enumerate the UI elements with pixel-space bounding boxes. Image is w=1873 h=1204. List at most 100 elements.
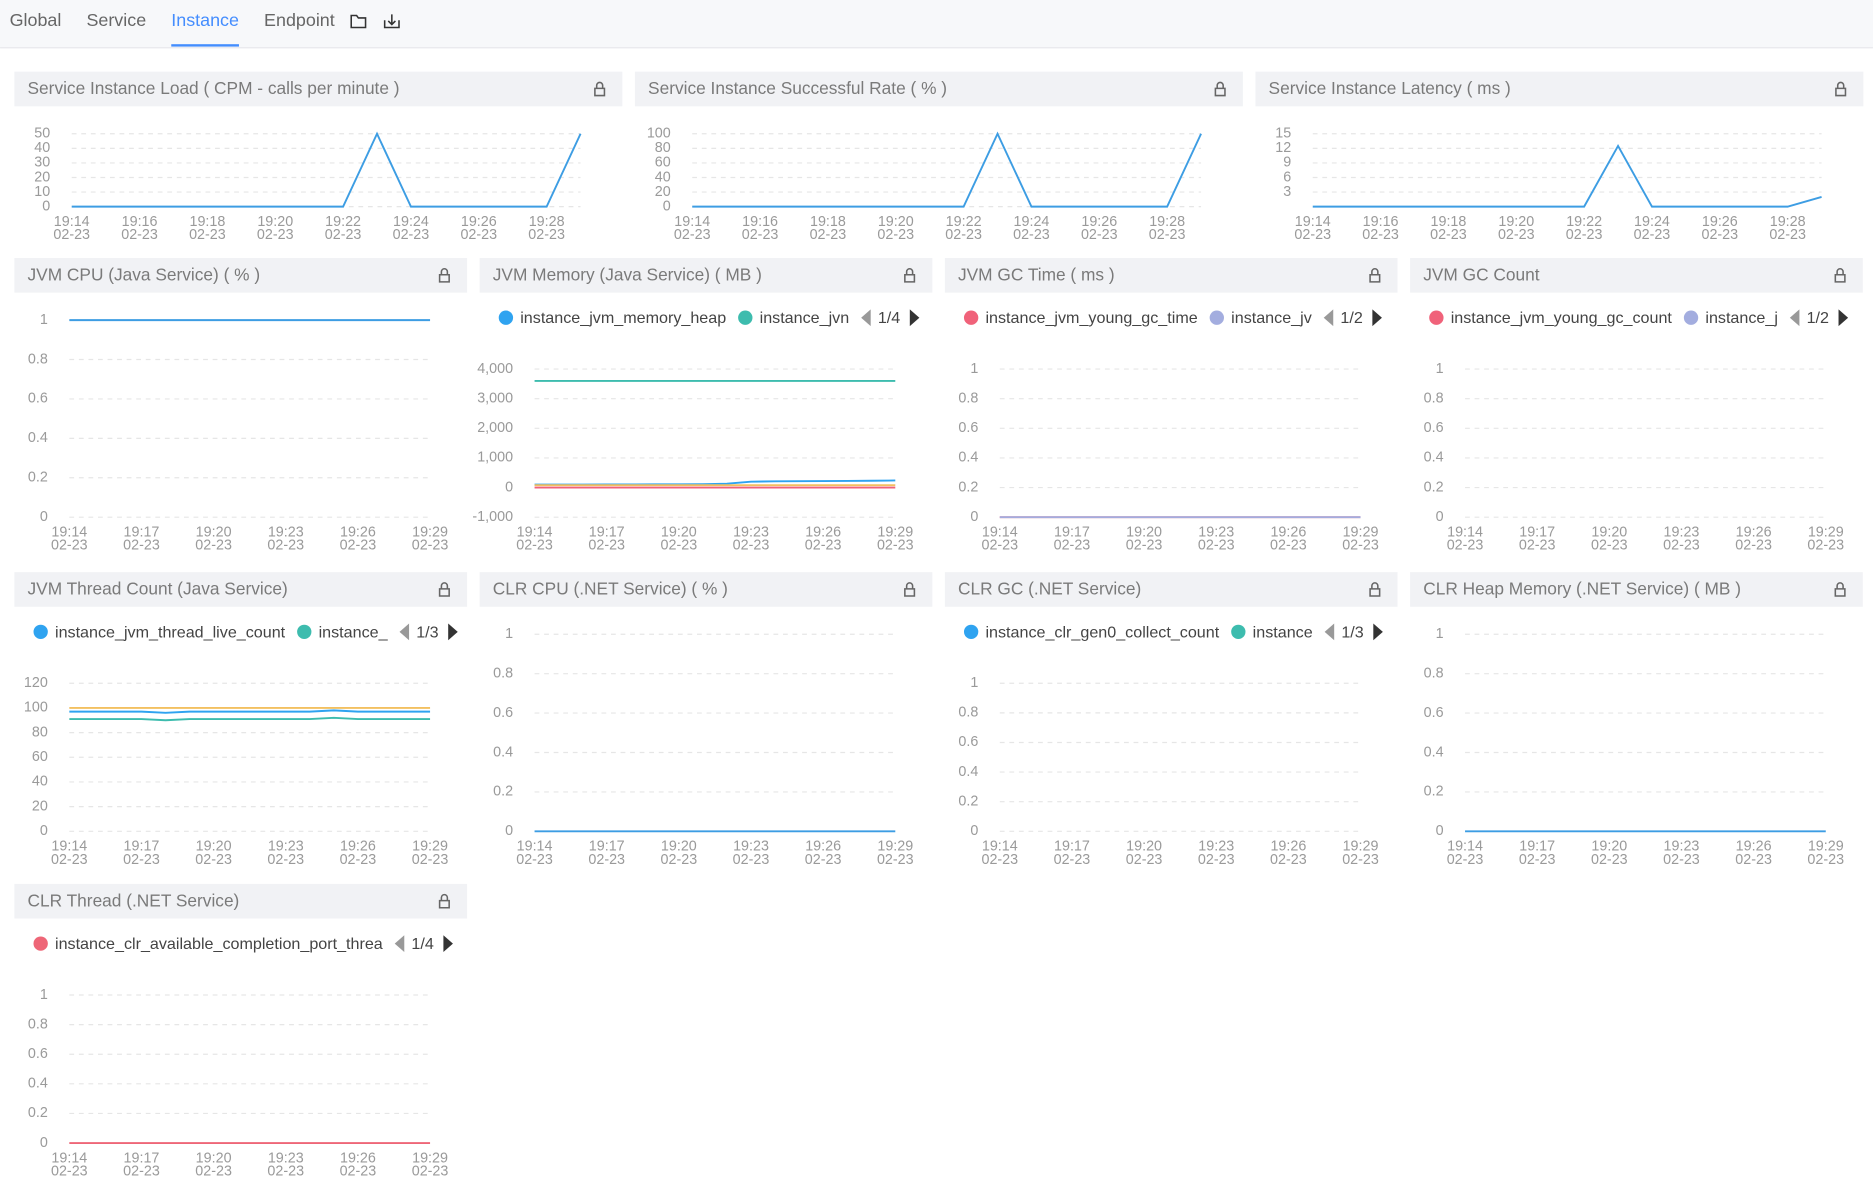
x-tick-date: 02-23 [325, 227, 362, 243]
pager-next[interactable] [909, 309, 920, 327]
nav-bar [0, 0, 1873, 48]
x-tick-date: 02-23 [460, 227, 497, 243]
y-tick-label: 0.6 [493, 705, 513, 721]
x-tick-time: 19:20 [661, 525, 697, 541]
x-tick-time: 19:17 [124, 525, 160, 541]
y-tick-label: 0.4 [1424, 450, 1444, 466]
lock-icon[interactable] [438, 268, 450, 283]
y-tick-label: 0 [505, 823, 513, 839]
y-tick-label: 0.2 [493, 784, 513, 800]
x-tick-date: 02-23 [981, 538, 1018, 554]
series-line [692, 131, 1202, 208]
y-tick-label: 20 [32, 798, 48, 814]
panel-header [1410, 258, 1863, 293]
lock-icon[interactable] [904, 582, 916, 597]
legend-dot [33, 624, 48, 640]
folder-icon[interactable] [350, 14, 367, 29]
pager-next[interactable] [1838, 309, 1849, 327]
pager-prev[interactable] [1324, 623, 1335, 641]
pager-prev[interactable] [394, 935, 405, 952]
x-tick-time: 19:20 [1591, 525, 1627, 541]
legend-label: instance_jvm_memory_heap [520, 309, 726, 327]
x-tick-date: 02-23 [340, 1164, 377, 1180]
x-tick-date: 02-23 [1447, 852, 1484, 868]
pager-prev[interactable] [1789, 309, 1800, 327]
y-tick-label: 50 [34, 126, 50, 142]
nav-tab[interactable]: Global [10, 10, 62, 30]
pager-prev[interactable] [1323, 309, 1334, 327]
panel-header [479, 258, 933, 293]
y-tick-label: 0.8 [28, 351, 48, 367]
panel-title: Service Instance Successful Rate ( % ) [648, 78, 947, 98]
x-tick-time: 19:26 [1270, 525, 1306, 541]
x-tick-date: 02-23 [1054, 852, 1091, 868]
x-tick-time: 19:17 [1519, 839, 1555, 855]
x-tick-date: 02-23 [516, 852, 553, 868]
x-tick-time: 19:14 [982, 525, 1018, 541]
x-tick-date: 02-23 [810, 227, 847, 243]
panel-title: Service Instance Latency ( ms ) [1269, 78, 1511, 98]
y-tick-label: 1 [1436, 626, 1444, 642]
x-tick-time: 19:14 [51, 525, 87, 541]
nav-tab[interactable]: Endpoint [264, 10, 335, 30]
x-tick-time: 19:23 [733, 839, 769, 855]
x-tick-date: 02-23 [51, 1164, 88, 1180]
lock-icon[interactable] [1834, 268, 1846, 283]
x-tick-time: 19:26 [805, 839, 841, 855]
lock-icon[interactable] [1369, 582, 1381, 597]
y-tick-label: 60 [32, 749, 48, 765]
y-tick-label: 0.2 [28, 470, 48, 486]
pager-prev[interactable] [399, 623, 410, 641]
x-tick-time: 19:22 [325, 214, 361, 230]
y-tick-label: 0 [970, 509, 978, 525]
x-tick-date: 02-23 [877, 538, 914, 554]
x-tick-time: 19:23 [268, 525, 304, 541]
download-icon[interactable] [383, 14, 400, 29]
lock-icon[interactable] [904, 268, 916, 283]
x-tick-time: 19:16 [1363, 214, 1399, 230]
lock-icon[interactable] [594, 81, 606, 97]
lock-icon[interactable] [1835, 81, 1847, 97]
x-tick-date: 02-23 [412, 538, 449, 554]
x-tick-time: 19:24 [1014, 214, 1050, 230]
pager-prev[interactable] [861, 309, 871, 327]
legend-dot [33, 936, 48, 951]
y-tick-label: 3 [1283, 184, 1291, 200]
lock-icon[interactable] [1834, 582, 1846, 597]
x-tick-time: 19:26 [461, 214, 497, 230]
nav-tab[interactable]: Instance [171, 10, 239, 30]
y-tick-label: 0.4 [28, 430, 48, 446]
x-tick-date: 02-23 [805, 852, 842, 868]
x-tick-date: 02-23 [1566, 227, 1603, 243]
x-tick-time: 19:29 [1343, 525, 1379, 541]
x-tick-time: 19:24 [393, 214, 429, 230]
x-tick-date: 02-23 [1081, 227, 1118, 243]
pager-text: 1/2 [1340, 309, 1362, 327]
legend-label: instance_j [1705, 309, 1778, 327]
x-tick-date: 02-23 [877, 227, 914, 243]
pager-next[interactable] [448, 623, 458, 641]
y-tick-label: 0 [40, 823, 48, 839]
x-tick-time: 19:22 [1566, 214, 1602, 230]
legend-label: instance [1253, 623, 1313, 641]
x-tick-time: 19:17 [124, 1150, 160, 1166]
x-tick-time: 19:14 [51, 839, 87, 855]
x-tick-date: 02-23 [1013, 227, 1050, 243]
nav-tab[interactable]: Service [86, 10, 146, 30]
lock-icon[interactable] [1214, 81, 1226, 97]
pager-next[interactable] [1372, 309, 1382, 327]
y-tick-label: 0.2 [958, 479, 978, 495]
x-tick-time: 19:16 [742, 214, 778, 230]
y-tick-label: 0 [505, 479, 513, 495]
y-tick-label: 0 [40, 1135, 48, 1151]
y-tick-label: 40 [32, 774, 48, 790]
lock-icon[interactable] [438, 582, 450, 597]
pager-next[interactable] [443, 935, 453, 952]
lock-icon[interactable] [1369, 268, 1381, 283]
x-tick-time: 19:14 [51, 1150, 87, 1166]
legend-label: instance_clr_available_completion_port_t… [55, 935, 383, 953]
x-tick-time: 19:23 [1198, 839, 1234, 855]
x-tick-date: 02-23 [742, 227, 779, 243]
pager-next[interactable] [1373, 623, 1383, 641]
lock-icon[interactable] [438, 893, 450, 909]
